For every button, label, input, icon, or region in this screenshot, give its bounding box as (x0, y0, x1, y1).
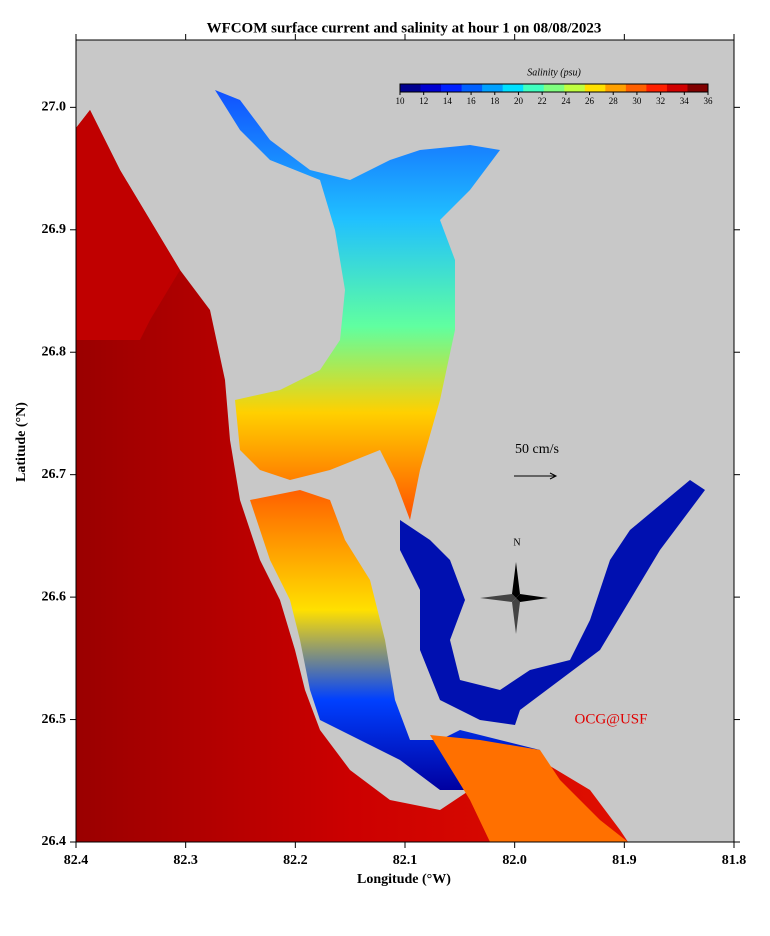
x-axis-label: Longitude (°W) (357, 872, 451, 887)
colorbar-frame (399, 83, 709, 93)
colorbar-segment (482, 84, 504, 92)
x-tick-label: 82.3 (173, 853, 198, 868)
san-carlos-bay (430, 735, 628, 842)
colorbar-tick-label: 26 (585, 96, 595, 106)
colorbar-tick-label: 28 (609, 96, 619, 106)
y-tick-label: 26.8 (42, 344, 67, 359)
colorbar-tick-label: 20 (514, 96, 524, 106)
annotation-credit: OCG@USF (574, 711, 647, 727)
colorbar-segment (646, 84, 668, 92)
nearshore-water (76, 110, 180, 340)
charlotte-harbor (215, 90, 500, 520)
colorbar-segment (564, 84, 586, 92)
y-tick-label: 27.0 (42, 100, 67, 115)
colorbar-tick-label: 36 (704, 96, 714, 106)
x-tick-label: 82.4 (64, 853, 89, 868)
colorbar-tick-label: 10 (396, 96, 406, 106)
colorbar-segment (605, 84, 627, 92)
colorbar-segment (543, 84, 565, 92)
caloosahatchee-river (400, 480, 705, 725)
x-tick-label: 82.2 (283, 853, 308, 868)
gulf-water (76, 110, 628, 842)
y-tick-label: 26.5 (42, 712, 67, 727)
colorbar-tick-label: 34 (680, 96, 690, 106)
x-tick-label: 82.0 (502, 853, 527, 868)
y-tick-label: 26.7 (42, 467, 67, 482)
colorbar-segment (625, 84, 647, 92)
x-tick-label: 81.9 (612, 853, 637, 868)
colorbar-tick-label: 24 (561, 96, 571, 106)
colorbar-segment (666, 84, 688, 92)
colorbar-tick-label: 22 (538, 96, 547, 106)
reference-arrow-head (549, 472, 558, 480)
x-tick-label: 81.8 (722, 853, 747, 868)
compass-rose (480, 562, 548, 634)
colorbar-tick-label: 12 (419, 96, 428, 106)
colorbar-segment (687, 84, 709, 92)
colorbar-segment (502, 84, 524, 92)
annotation-scale: 50 cm/s (515, 442, 559, 457)
y-tick-label: 26.9 (42, 222, 67, 237)
y-axis-label: Latitude (°N) (14, 402, 29, 482)
colorbar-tick-label: 16 (467, 96, 477, 106)
annotation-north: N (513, 537, 520, 548)
colorbar-tick-label: 18 (490, 96, 500, 106)
x-tick-label: 82.1 (393, 853, 418, 868)
colorbar-tick-label: 14 (443, 96, 453, 106)
colorbar-segment (441, 84, 463, 92)
y-tick-label: 26.6 (42, 589, 67, 604)
colorbar-tick-label: 30 (632, 96, 642, 106)
y-tick-label: 26.4 (42, 834, 67, 849)
pine-island-sound (250, 490, 540, 790)
colorbar-title: Salinity (psu) (527, 67, 581, 78)
colorbar-segment (584, 84, 606, 92)
colorbar-tick-label: 32 (656, 96, 665, 106)
colorbar-segment (523, 84, 545, 92)
colorbar-segment (420, 84, 442, 92)
colorbar-segment (461, 84, 483, 92)
colorbar-segment (400, 84, 422, 92)
map-title: WFCOM surface current and salinity at ho… (207, 20, 602, 36)
